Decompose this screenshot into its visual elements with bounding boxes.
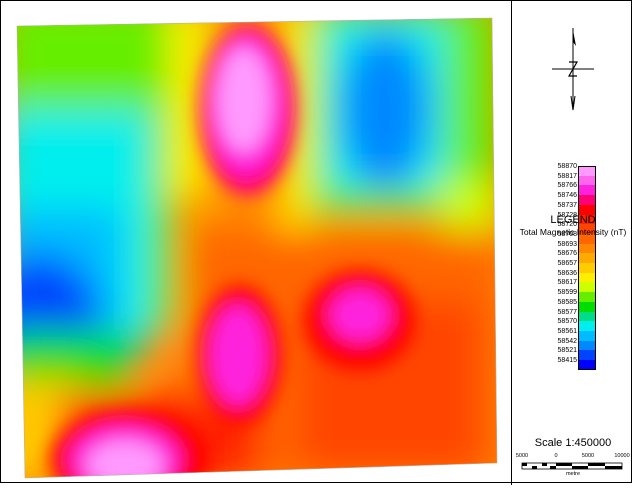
legend-value: 58636 (557, 269, 577, 277)
legend-value: 58720 (557, 221, 577, 229)
panel-divider (511, 0, 512, 485)
legend-swatch (578, 214, 596, 225)
map-panel[interactable] (0, 0, 511, 485)
legend-swatch (578, 204, 596, 215)
scale-tick: 5000 (581, 453, 595, 459)
legend-swatch (578, 185, 596, 196)
scale-tick: 10000 (614, 453, 630, 459)
legend-value: 58708 (557, 230, 577, 238)
legend-value: 58817 (557, 172, 577, 180)
legend-value: 58766 (557, 182, 577, 190)
legend-value: 58693 (557, 240, 577, 248)
legend-swatch (578, 243, 596, 254)
legend-swatch (578, 224, 596, 235)
legend-title: LEGEND (550, 214, 596, 226)
legend-value: 58746 (557, 192, 577, 200)
legend-value: 58728 (557, 211, 577, 219)
map-boundary (16, 17, 498, 479)
legend-value: 58585 (557, 298, 577, 306)
scale-bar (521, 462, 623, 470)
legend-value: 58577 (557, 308, 577, 316)
legend-value: 58415 (557, 357, 577, 364)
legend-swatch (578, 301, 596, 312)
legend-value: 58542 (557, 337, 577, 345)
legend-swatch (578, 311, 596, 322)
scale-unit: metre (565, 471, 581, 477)
legend-value: 58599 (557, 289, 577, 297)
legend-subtitle: Total Magnetic Intensity (nT) (519, 227, 627, 237)
legend-value: 58617 (557, 279, 577, 287)
legend-swatch (578, 166, 596, 177)
map-raster (17, 18, 497, 478)
legend-value: 58676 (557, 250, 577, 258)
legend-swatch (578, 263, 596, 274)
north-arrow-icon (552, 28, 594, 111)
side-panel: 58870 58817 58766 58746 58737 58728 58720 58708… (512, 0, 634, 485)
legend-swatch (578, 282, 596, 293)
legend-swatch (578, 340, 596, 351)
legend-value: 58870 (557, 163, 577, 170)
legend-swatch (578, 195, 596, 206)
legend-swatch (578, 233, 596, 245)
legend-swatch (578, 321, 596, 332)
magnetic-intensity-map[interactable] (0, 0, 511, 485)
legend-swatch (578, 360, 596, 371)
legend-value: 58521 (557, 347, 577, 355)
legend-value: 58657 (557, 260, 577, 267)
legend-value: 58570 (557, 318, 577, 326)
legend-swatch (578, 175, 596, 186)
legend-swatch (578, 330, 596, 342)
legend-swatch (578, 253, 596, 264)
legend-value: 58561 (557, 327, 577, 335)
legend: 58870 58817 58766 58746 58737 58728 58720 58708… (512, 160, 634, 400)
scale-tick: 0 (554, 453, 558, 459)
scale-tick: 5000 (515, 453, 529, 459)
legend-swatch (578, 350, 596, 361)
scale-text: Scale 1:450000 (534, 437, 612, 449)
legend-value: 58737 (557, 201, 577, 209)
legend-swatch (578, 292, 596, 303)
legend-swatch (578, 272, 596, 283)
